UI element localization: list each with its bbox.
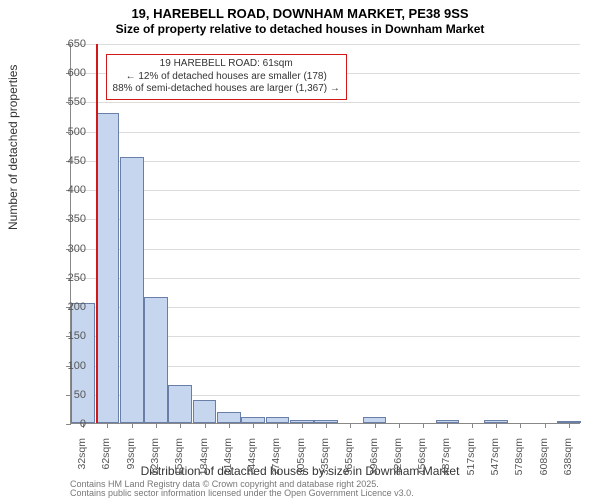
- xtick-mark: [399, 423, 400, 428]
- y-axis-label: Number of detached properties: [6, 65, 20, 230]
- xtick-mark: [229, 423, 230, 428]
- xtick-label: 396sqm: [368, 438, 380, 488]
- footer-attribution: Contains HM Land Registry data © Crown c…: [70, 480, 414, 499]
- xtick-label: 305sqm: [295, 438, 307, 488]
- ytick-label: 600: [46, 67, 86, 79]
- xtick-mark: [326, 423, 327, 428]
- gridline: [71, 249, 580, 250]
- ytick-label: 150: [46, 330, 86, 342]
- xtick-label: 214sqm: [222, 438, 234, 488]
- bar: [120, 157, 144, 423]
- xtick-mark: [375, 423, 376, 428]
- xtick-mark: [472, 423, 473, 428]
- xtick-mark: [132, 423, 133, 428]
- chart-title-line2: Size of property relative to detached ho…: [0, 22, 600, 36]
- chart-title-line1: 19, HAREBELL ROAD, DOWNHAM MARKET, PE38 …: [0, 6, 600, 21]
- ytick-label: 0: [46, 418, 86, 430]
- xtick-label: 547sqm: [489, 438, 501, 488]
- xtick-label: 274sqm: [270, 438, 282, 488]
- xtick-label: 517sqm: [465, 438, 477, 488]
- xtick-label: 153sqm: [173, 438, 185, 488]
- ytick-label: 300: [46, 243, 86, 255]
- bar: [168, 385, 192, 423]
- xtick-label: 638sqm: [562, 438, 574, 488]
- xtick-mark: [180, 423, 181, 428]
- ytick-label: 350: [46, 213, 86, 225]
- footer-line2: Contains public sector information licen…: [70, 488, 414, 498]
- gridline: [71, 44, 580, 45]
- xtick-mark: [253, 423, 254, 428]
- ytick-label: 100: [46, 360, 86, 372]
- ytick-label: 450: [46, 155, 86, 167]
- xtick-mark: [350, 423, 351, 428]
- annotation-line1: 19 HAREBELL ROAD: 61sqm: [113, 58, 340, 71]
- ytick-label: 550: [46, 96, 86, 108]
- chart-container: { "title_line1": "19, HAREBELL ROAD, DOW…: [0, 0, 600, 500]
- xtick-label: 244sqm: [246, 438, 258, 488]
- xtick-label: 578sqm: [513, 438, 525, 488]
- xtick-label: 184sqm: [198, 438, 210, 488]
- xtick-mark: [277, 423, 278, 428]
- annotation-box: 19 HAREBELL ROAD: 61sqm← 12% of detached…: [106, 54, 347, 100]
- gridline: [71, 278, 580, 279]
- annotation-line3: 88% of semi-detached houses are larger (…: [113, 83, 340, 96]
- xtick-mark: [302, 423, 303, 428]
- xtick-label: 487sqm: [440, 438, 452, 488]
- ytick-label: 400: [46, 184, 86, 196]
- xtick-label: 365sqm: [343, 438, 355, 488]
- xtick-label: 335sqm: [319, 438, 331, 488]
- xtick-label: 456sqm: [416, 438, 428, 488]
- ytick-label: 650: [46, 38, 86, 50]
- xtick-mark: [569, 423, 570, 428]
- xtick-label: 426sqm: [392, 438, 404, 488]
- xtick-label: 123sqm: [149, 438, 161, 488]
- xtick-label: 62sqm: [100, 438, 112, 488]
- ytick-label: 500: [46, 126, 86, 138]
- gridline: [71, 190, 580, 191]
- bar: [144, 297, 168, 423]
- gridline: [71, 102, 580, 103]
- bar: [217, 412, 241, 423]
- bar: [96, 113, 120, 423]
- xtick-mark: [496, 423, 497, 428]
- xtick-label: 32sqm: [76, 438, 88, 488]
- xtick-mark: [447, 423, 448, 428]
- ytick-label: 50: [46, 389, 86, 401]
- xtick-mark: [205, 423, 206, 428]
- plot-area: 19 HAREBELL ROAD: 61sqm← 12% of detached…: [70, 44, 580, 424]
- annotation-line2: ← 12% of detached houses are smaller (17…: [113, 71, 340, 84]
- xtick-mark: [107, 423, 108, 428]
- xtick-label: 608sqm: [538, 438, 550, 488]
- xtick-mark: [545, 423, 546, 428]
- xtick-mark: [423, 423, 424, 428]
- bar: [193, 400, 217, 423]
- marker-line: [96, 44, 98, 423]
- gridline: [71, 132, 580, 133]
- gridline: [71, 161, 580, 162]
- ytick-label: 200: [46, 301, 86, 313]
- xtick-mark: [156, 423, 157, 428]
- ytick-label: 250: [46, 272, 86, 284]
- gridline: [71, 219, 580, 220]
- xtick-mark: [520, 423, 521, 428]
- xtick-label: 93sqm: [125, 438, 137, 488]
